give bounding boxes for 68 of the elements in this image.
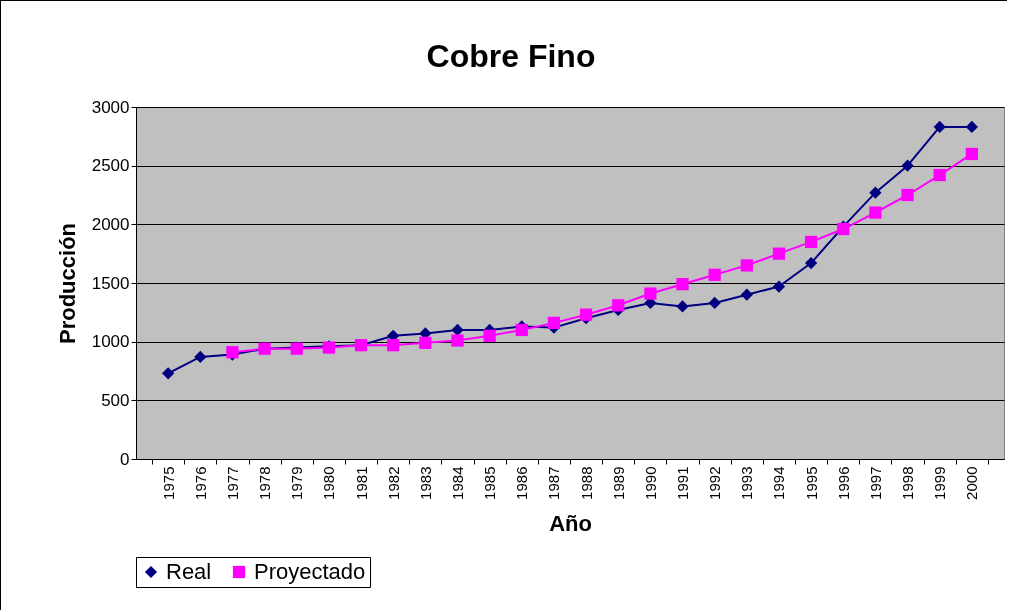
- point: [387, 339, 400, 352]
- y-tick-label: 500: [101, 390, 130, 410]
- legend-label: Real: [166, 559, 212, 584]
- x-tick-label: 1995: [802, 466, 820, 500]
- x-tick-label: 1984: [448, 466, 466, 500]
- y-tick-label: 2500: [91, 156, 130, 176]
- point: [451, 323, 464, 337]
- x-tick-label: 2000: [963, 466, 981, 500]
- point: [804, 235, 818, 249]
- x-tick-label: 1999: [931, 466, 949, 500]
- point: [772, 247, 786, 260]
- x-tick-label: 1996: [834, 466, 852, 500]
- point: [547, 316, 561, 330]
- point: [933, 120, 946, 134]
- x-tick-label: 1983: [416, 466, 434, 500]
- point: [901, 188, 914, 202]
- y-tick-label: 3000: [91, 97, 130, 117]
- point: [804, 256, 818, 270]
- x-tick-label: 1991: [674, 466, 692, 500]
- x-tick-label: 1993: [738, 466, 756, 500]
- x-tick-label: 1986: [513, 466, 531, 500]
- point: [869, 186, 882, 199]
- point: [515, 323, 528, 337]
- x-tick-label: 1976: [191, 466, 209, 500]
- x-tick-label: 1997: [866, 466, 884, 500]
- point: [644, 287, 657, 300]
- point: [194, 350, 207, 364]
- x-tick-label: 1980: [320, 466, 338, 500]
- legend-label: Proyectado: [254, 559, 366, 584]
- point: [612, 299, 625, 312]
- x-tick-label: 1981: [352, 466, 370, 500]
- x-tick-label: 1994: [770, 466, 788, 500]
- x-tick-label: 1979: [288, 466, 306, 500]
- point: [869, 206, 882, 219]
- x-tick-label: 1992: [706, 466, 724, 500]
- point: [483, 329, 496, 342]
- point: [708, 268, 721, 281]
- point: [740, 288, 753, 301]
- point: [740, 259, 753, 272]
- x-axis-title: Año: [549, 510, 592, 536]
- point: [579, 308, 593, 321]
- point: [676, 278, 689, 291]
- chart-title: Cobre Fino: [426, 38, 596, 74]
- y-tick-label: 0: [120, 449, 130, 469]
- y-axis-title: Producción: [54, 222, 80, 345]
- x-tick-label: 1985: [481, 466, 499, 500]
- point: [676, 300, 689, 313]
- x-tick-label: 1990: [641, 466, 659, 500]
- point: [162, 367, 175, 380]
- x-tick-label: 1987: [545, 466, 563, 500]
- x-tick-label: 1989: [609, 466, 627, 500]
- point: [451, 334, 464, 347]
- y-tick-label: 2000: [91, 214, 130, 234]
- x-tick-label: 1975: [159, 466, 177, 500]
- x-tick-label: 1978: [256, 466, 274, 500]
- point: [933, 168, 946, 182]
- x-tick-label: 1988: [577, 466, 595, 500]
- x-tick-label: 1977: [223, 466, 241, 500]
- point: [419, 336, 432, 349]
- x-tick-label: 1982: [384, 466, 402, 500]
- point: [772, 280, 786, 293]
- point: [708, 296, 721, 310]
- y-tick-label: 1000: [91, 332, 130, 352]
- point: [901, 159, 914, 172]
- y-tick-label: 1500: [91, 273, 130, 293]
- x-tick-label: 1998: [899, 466, 917, 500]
- point: [965, 120, 978, 134]
- point: [965, 147, 978, 161]
